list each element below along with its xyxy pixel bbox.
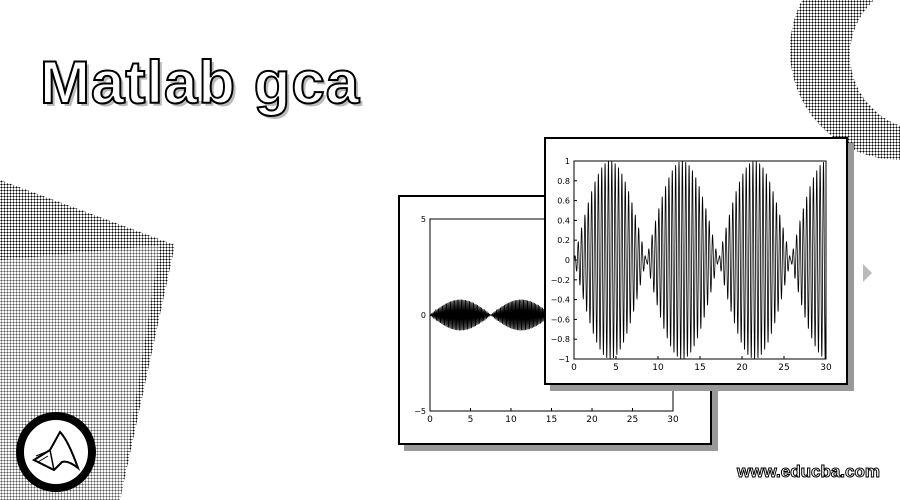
- y-tick-label: −0.4: [551, 296, 570, 305]
- front-tick-labels: 0 5 10 15 20 25 30 1 0.8 0.6 0.4 0.2 0 −0.2 −0.4 −0.6 −0…: [551, 157, 832, 373]
- matlab-logo-inner: [22, 418, 90, 486]
- figure-window-front: 0 5 10 15 20 25 30 1 0.8 0.6 0.4 0.2 0 −0.2 −0.4 −0.6 −0…: [544, 137, 848, 385]
- x-tick-label: 10: [505, 415, 517, 425]
- y-tick-label: −1: [558, 355, 570, 364]
- x-tick-label: 15: [694, 363, 705, 373]
- y-tick-label: 0: [421, 311, 426, 320]
- matlab-logo-shape: [31, 430, 81, 472]
- y-tick-label: 0: [565, 256, 570, 265]
- y-tick-label: 0.8: [557, 177, 570, 186]
- x-tick-label: 30: [820, 363, 832, 373]
- site-watermark: www.educba.com: [737, 462, 881, 482]
- y-tick-label: −5: [414, 407, 426, 416]
- x-tick-label: 0: [427, 415, 433, 425]
- page-title: Matlab gca: [39, 48, 361, 117]
- x-tick-label: 5: [613, 363, 619, 373]
- y-tick-label: 0.6: [557, 197, 570, 206]
- x-tick-label: 10: [652, 363, 664, 373]
- y-tick-label: 0.2: [557, 236, 570, 245]
- front-plot: 0 5 10 15 20 25 30 1 0.8 0.6 0.4 0.2 0 −0.2 −0.4 −0.6 −0…: [551, 157, 832, 373]
- chevron-right-icon: [863, 264, 872, 282]
- y-tick-label: −0.2: [551, 276, 570, 285]
- x-tick-label: 30: [667, 415, 679, 425]
- x-tick-label: 20: [586, 415, 598, 425]
- front-series-line: [573, 160, 827, 360]
- y-tick-label: −0.6: [551, 315, 570, 324]
- matlab-logo-icon: [16, 412, 96, 492]
- x-tick-label: 5: [468, 415, 474, 425]
- x-tick-label: 25: [778, 363, 789, 373]
- x-tick-label: 20: [736, 363, 748, 373]
- x-tick-label: 25: [627, 415, 638, 425]
- x-tick-label: 0: [571, 363, 577, 373]
- y-tick-label: 5: [421, 215, 426, 224]
- y-tick-label: −0.8: [551, 335, 570, 344]
- x-tick-label: 15: [546, 415, 557, 425]
- y-tick-label: 0.4: [557, 216, 570, 225]
- y-tick-label: 1: [565, 157, 570, 166]
